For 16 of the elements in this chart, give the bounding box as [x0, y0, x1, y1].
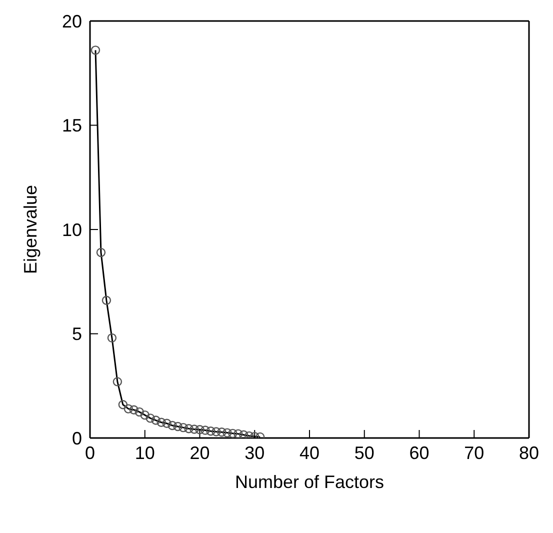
y-tick-label: 15	[62, 116, 82, 136]
x-axis-title: Number of Factors	[234, 472, 384, 492]
x-tick-label: 10	[134, 442, 155, 463]
y-tick-label: 0	[72, 428, 82, 448]
x-tick-label: 80	[518, 442, 540, 463]
x-tick-label: 30	[244, 442, 265, 463]
y-axis-title: Eigenvalue	[20, 184, 40, 274]
y-tick-label: 20	[62, 11, 82, 32]
y-tick-label: 10	[62, 220, 82, 240]
x-tick-label: 0	[84, 442, 96, 463]
x-tick-label: 60	[409, 442, 430, 463]
x-tick-label: 40	[299, 442, 320, 463]
x-tick-label: 70	[464, 442, 484, 463]
x-tick-label: 50	[354, 442, 374, 463]
y-tick-label: 5	[72, 324, 82, 344]
x-tick-label: 20	[190, 442, 210, 463]
